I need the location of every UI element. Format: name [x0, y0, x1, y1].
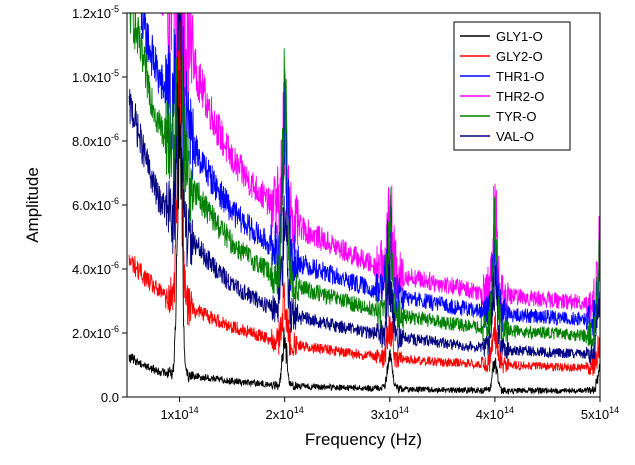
x-axis-title: Frequency (Hz)	[305, 430, 422, 449]
y-tick-label: 6.0x10-6	[72, 196, 119, 213]
x-tick-label: 5x1014	[581, 405, 619, 422]
y-tick-label: 0.0	[101, 390, 119, 405]
x-tick-label: 1x1014	[160, 405, 198, 422]
y-tick-label: 2.0x10-6	[72, 324, 119, 341]
legend-label-thr2-o: THR2-O	[496, 89, 544, 104]
y-axis-title: Amplitude	[23, 167, 42, 243]
y-tick-label: 1.0x10-5	[72, 68, 119, 85]
y-tick-label: 8.0x10-6	[72, 132, 119, 149]
x-tick-label: 3x1014	[371, 405, 409, 422]
legend: GLY1-O GLY2-O THR1-O THR2-O TYR-O VAL-O	[454, 22, 570, 150]
legend-label-tyr-o: TYR-O	[496, 109, 536, 124]
legend-label-gly1-o: GLY1-O	[496, 29, 543, 44]
legend-label-gly2-o: GLY2-O	[496, 49, 543, 64]
y-tick-label: 1.2x10-5	[72, 4, 119, 21]
x-tick-label: 4x1014	[476, 405, 514, 422]
legend-label-thr1-o: THR1-O	[496, 69, 544, 84]
x-tick-label: 2x1014	[266, 405, 304, 422]
y-tick-label: 4.0x10-6	[72, 260, 119, 277]
legend-label-val-o: VAL-O	[496, 129, 534, 144]
chart: 1x1014 2x1014 3x1014 4x1014 5x1014 0.0 2.0x10-…	[0, 0, 635, 465]
